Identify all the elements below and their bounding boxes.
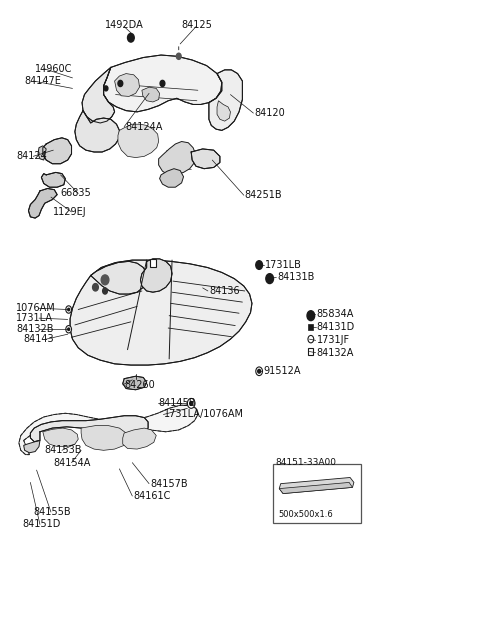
Text: 84155B: 84155B	[33, 507, 71, 517]
Text: 84125: 84125	[181, 20, 212, 30]
Polygon shape	[191, 149, 220, 169]
Polygon shape	[30, 416, 148, 442]
Bar	[273, 464, 361, 522]
Circle shape	[118, 80, 123, 87]
Polygon shape	[91, 261, 147, 294]
Text: 84143: 84143	[24, 334, 54, 344]
Text: 84131D: 84131D	[317, 322, 355, 332]
Text: 84131B: 84131B	[277, 272, 315, 282]
Circle shape	[128, 33, 134, 42]
Polygon shape	[38, 146, 46, 160]
Circle shape	[93, 284, 98, 291]
Circle shape	[104, 86, 108, 91]
Circle shape	[256, 367, 263, 376]
Polygon shape	[70, 260, 252, 365]
Text: 91512A: 91512A	[263, 366, 300, 376]
Text: 84132B: 84132B	[16, 324, 53, 334]
Text: 1731LA: 1731LA	[16, 313, 53, 323]
Text: 84145B: 84145B	[158, 399, 196, 409]
Polygon shape	[43, 138, 72, 164]
Text: 84157B: 84157B	[150, 478, 188, 488]
Polygon shape	[81, 426, 128, 450]
Text: 1731JF: 1731JF	[317, 335, 350, 345]
Text: 84260: 84260	[124, 380, 155, 390]
Text: 84151-33A00: 84151-33A00	[276, 458, 336, 467]
Bar	[309, 348, 313, 355]
Circle shape	[103, 288, 108, 294]
Text: 1731LA/1076AM: 1731LA/1076AM	[164, 410, 244, 420]
Text: 500x500x1.6: 500x500x1.6	[279, 510, 334, 519]
Polygon shape	[279, 477, 354, 493]
Polygon shape	[43, 428, 78, 447]
Polygon shape	[123, 428, 156, 449]
Polygon shape	[159, 169, 183, 187]
Circle shape	[308, 335, 314, 343]
Circle shape	[101, 275, 109, 285]
Polygon shape	[104, 55, 222, 112]
Bar	[150, 259, 156, 267]
Text: 84132A: 84132A	[317, 348, 354, 358]
Text: 14960C: 14960C	[35, 64, 72, 74]
Text: 84136: 84136	[209, 286, 240, 296]
Circle shape	[307, 311, 315, 321]
Circle shape	[66, 326, 72, 333]
Text: 84151D: 84151D	[22, 519, 60, 529]
Text: 84124: 84124	[16, 151, 47, 162]
Text: 85834A: 85834A	[317, 310, 354, 319]
Circle shape	[266, 274, 274, 284]
Text: 66835: 66835	[60, 188, 91, 198]
Text: 84124A: 84124A	[125, 122, 163, 132]
Polygon shape	[115, 74, 140, 97]
Polygon shape	[142, 87, 159, 102]
Text: 84153B: 84153B	[45, 445, 82, 456]
Text: 84161C: 84161C	[134, 491, 171, 501]
Polygon shape	[82, 67, 115, 123]
Polygon shape	[141, 259, 172, 292]
Polygon shape	[28, 188, 57, 218]
Bar	[309, 324, 313, 330]
Polygon shape	[41, 172, 65, 187]
Polygon shape	[123, 376, 147, 390]
Text: 1731LB: 1731LB	[265, 260, 302, 270]
Text: 1129EJ: 1129EJ	[53, 207, 87, 217]
Polygon shape	[279, 482, 352, 493]
Circle shape	[68, 328, 70, 331]
Circle shape	[258, 370, 261, 373]
Circle shape	[68, 308, 70, 311]
Circle shape	[190, 402, 192, 405]
Circle shape	[176, 53, 181, 59]
Circle shape	[66, 306, 72, 313]
Text: 84120: 84120	[254, 108, 285, 118]
Polygon shape	[158, 142, 196, 175]
Polygon shape	[19, 405, 198, 454]
Text: 1492DA: 1492DA	[105, 20, 144, 30]
Circle shape	[256, 261, 263, 269]
Text: 1076AM: 1076AM	[16, 303, 56, 313]
Text: 84147E: 84147E	[24, 76, 61, 86]
Polygon shape	[118, 124, 158, 158]
Polygon shape	[217, 101, 230, 121]
Text: 84154A: 84154A	[53, 457, 91, 468]
Circle shape	[160, 80, 165, 87]
Polygon shape	[75, 111, 120, 152]
Text: 84251B: 84251B	[245, 190, 282, 200]
Circle shape	[187, 399, 195, 409]
Polygon shape	[24, 441, 40, 452]
Polygon shape	[209, 70, 242, 131]
